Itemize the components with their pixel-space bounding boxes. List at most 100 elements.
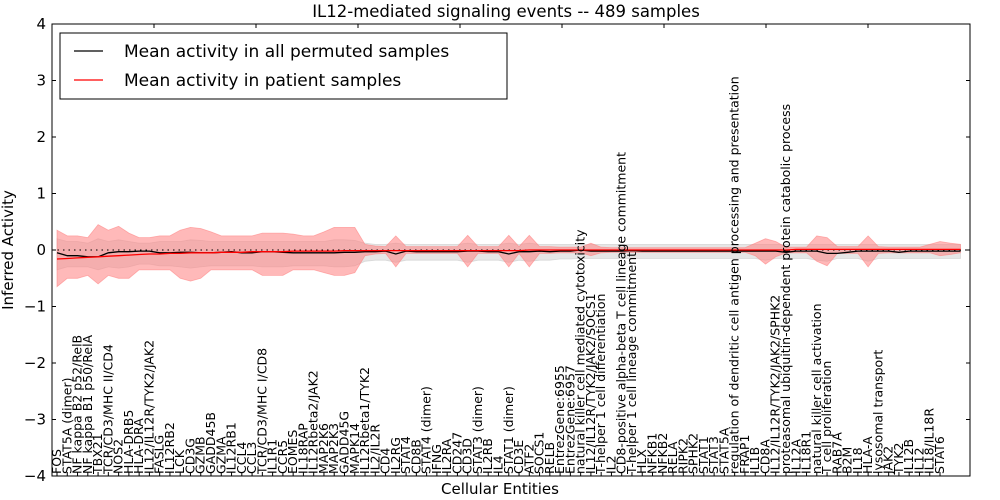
x-category-label: IL12Rbeta1/TYK2 bbox=[357, 367, 372, 474]
x-category-label: TBX21 bbox=[90, 433, 105, 475]
x-axis-title: Cellular Entities bbox=[441, 480, 559, 498]
x-category-label: IL12/IL12R/TYK2/JAK2/SOCS1 bbox=[583, 293, 598, 474]
x-category-label: STAT6 bbox=[932, 436, 947, 474]
x-category-label: SOCS1 bbox=[532, 432, 547, 474]
series-line-patient bbox=[56, 248, 961, 260]
x-category-label: IL12/IL12R/TYK2/JAK2/SPHK2 bbox=[768, 295, 783, 474]
x-category-label: NF kappa B2 p52/RelB bbox=[70, 335, 85, 474]
x-category-label: EOMES bbox=[285, 430, 300, 474]
x-category-label: JAK2 bbox=[881, 446, 896, 475]
x-category-label: IL12A bbox=[788, 438, 803, 474]
x-category-label: GADD45G bbox=[337, 411, 352, 474]
x-category-label: B2M bbox=[840, 447, 855, 474]
x-category-label: IL1B bbox=[747, 447, 762, 474]
y-axis: −4 −3 −2 −1 0 1 2 3 4 bbox=[24, 15, 970, 485]
plot-area bbox=[52, 224, 970, 288]
x-category-label: IL12/IL12R/TYK2/JAK2 bbox=[141, 340, 156, 474]
x-category-label: GADD45B bbox=[203, 412, 218, 474]
x-category-label: MAPK14 bbox=[347, 423, 362, 474]
x-category-label: CD4 bbox=[378, 448, 393, 474]
x-category-label: IL12RB2 bbox=[162, 422, 177, 474]
x-category-label: GZMA bbox=[213, 436, 228, 474]
x-category-label: STAT5A bbox=[716, 427, 731, 474]
x-category-label: STAT3 (dimer) bbox=[470, 386, 485, 474]
x-category-label: T-helper 1 cell differentiation bbox=[593, 294, 608, 475]
x-category-label: STAT3 bbox=[706, 436, 721, 474]
x-category-label: RIPK2 bbox=[675, 438, 690, 474]
x-category-label: IFNG bbox=[429, 444, 444, 474]
x-category-label: CD8A bbox=[758, 439, 773, 474]
x-category-label: FRAP1 bbox=[737, 435, 752, 474]
y-tick-label: −2 bbox=[24, 354, 46, 372]
y-tick-label: 0 bbox=[36, 241, 46, 259]
y-tick-label: 3 bbox=[36, 72, 46, 90]
x-category-label: T-helper 1 cell lineage commitment bbox=[624, 252, 639, 475]
x-category-label: STAT1 (dimer) bbox=[501, 386, 516, 474]
x-category-label: FASLG bbox=[152, 435, 167, 474]
x-category-label: IL18 bbox=[850, 447, 865, 474]
x-category-label: TYK2 bbox=[891, 443, 906, 475]
x-category-label: T cell proliferation bbox=[819, 361, 834, 475]
x-category-label: HLX bbox=[634, 449, 649, 474]
x-category-label: IL2/IL2R bbox=[367, 424, 382, 474]
x-category-label: IL12RB1 bbox=[224, 422, 239, 474]
x-category-label: HLA-DRA bbox=[131, 418, 146, 474]
x-category-label: TCR/CD3/MHC II/CD4 bbox=[100, 344, 115, 475]
y-tick-label: −3 bbox=[24, 411, 46, 429]
x-category-label: CD3G bbox=[183, 438, 198, 474]
x-category-label: FOS bbox=[49, 449, 64, 474]
y-tick-label: 2 bbox=[36, 128, 46, 146]
x-category-label: lysosomal transport bbox=[870, 350, 885, 474]
x-category-label: RELB bbox=[542, 442, 557, 474]
x-category-label: CD3E bbox=[511, 440, 526, 474]
x-category-label: RAB7A bbox=[829, 432, 844, 474]
x-category-label: natural killer cell mediated cytotoxicit… bbox=[573, 229, 588, 474]
legend-label-permuted: Mean activity in all permuted samples bbox=[124, 42, 449, 62]
x-category-label: CCR5 bbox=[275, 440, 290, 474]
x-category-label: CD247 bbox=[449, 432, 464, 474]
x-category-label: IL2RA bbox=[439, 438, 454, 474]
x-category-label: ATF2 bbox=[521, 444, 536, 474]
x-category-label: HLA-A bbox=[860, 436, 875, 474]
x-category-label: STAT4 bbox=[398, 436, 413, 474]
x-category-label: STAT5A (dimer) bbox=[59, 378, 74, 474]
x-category-label: IL18RAP bbox=[295, 423, 310, 474]
patient-range-band bbox=[56, 224, 961, 288]
x-category-label: NFKB2 bbox=[655, 433, 670, 474]
x-category-label: LCK bbox=[172, 449, 187, 474]
x-category-label: CCL3 bbox=[244, 442, 259, 474]
y-tick-label: −1 bbox=[24, 298, 46, 316]
y-axis-title: Inferred Activity bbox=[0, 190, 17, 310]
x-category-label: MAP2K3 bbox=[326, 423, 341, 474]
x-category-label: MAP2K6 bbox=[316, 423, 331, 474]
x-category-label: IL2RG bbox=[388, 437, 403, 474]
x-category-label: NOS2 bbox=[111, 439, 126, 474]
x-category-label: regulation of dendritic cell antigen pro… bbox=[727, 76, 742, 474]
x-category-label: SPHK2 bbox=[686, 433, 701, 474]
x-category-label: IL12B bbox=[901, 439, 916, 474]
x-category-label: CD8-positive alpha-beta T cell lineage c… bbox=[614, 152, 629, 474]
x-category-label: IL18/IL18R bbox=[922, 408, 937, 474]
x-category-label: IL12 bbox=[912, 447, 927, 474]
x-category-label: IL4 bbox=[491, 455, 506, 474]
y-tick-label: −4 bbox=[24, 467, 46, 485]
x-category-label: IL18R1 bbox=[799, 431, 814, 474]
x-category-label: STAT4 (dimer) bbox=[419, 386, 434, 474]
x-category-label: CD8B bbox=[408, 439, 423, 474]
x-category-label: CCL4 bbox=[234, 442, 249, 474]
x-category-label: RELA bbox=[665, 441, 680, 474]
x-category-label: GZMB bbox=[193, 436, 208, 474]
legend: Mean activity in all permuted samples Me… bbox=[59, 32, 508, 100]
legend-box bbox=[59, 32, 508, 100]
y-tick-label: 1 bbox=[36, 185, 46, 203]
x-category-label: CD3D bbox=[460, 438, 475, 474]
x-category-label: HLA-DRB5 bbox=[121, 410, 136, 474]
x-category-label: IL12Rbeta2/JAK2 bbox=[306, 370, 321, 474]
chart-title: IL12-mediated signaling events -- 489 sa… bbox=[312, 2, 700, 21]
x-category-label: IL2RB bbox=[480, 438, 495, 474]
x-category-label: EntrezGene:6957 bbox=[562, 365, 577, 474]
x-category-label: natural killer cell activation bbox=[809, 303, 824, 474]
x-category-label: IL1R1 bbox=[265, 439, 280, 474]
